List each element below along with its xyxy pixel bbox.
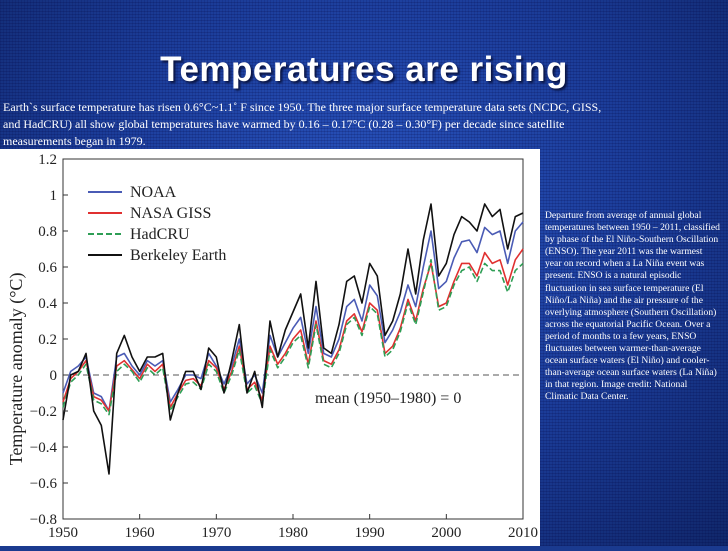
series-line-0 — [62, 221, 524, 412]
y-tick-label: 0 — [50, 368, 58, 384]
intro-text: Earth`s surface temperature has risen 0.… — [3, 100, 602, 148]
x-tick-label: 1950 — [48, 525, 78, 541]
ticks-layer: 1950 1960 1970 1980 1990 2000 2010 −0.8 −0.6 −0.4… — [30, 152, 538, 541]
temperature-chart: 1950 1960 1970 1980 1990 2000 2010 −0.8 −0.6 −0.4… — [0, 149, 540, 546]
y-tick-label: −0.8 — [30, 512, 57, 528]
x-tick-label: 1980 — [278, 525, 308, 541]
legend-label: Berkeley Earth — [130, 247, 226, 264]
chart-caption: Departure from average of annual global … — [545, 210, 720, 403]
legend: NOAA NASA GISS HadCRU Berkeley Earth — [88, 184, 226, 264]
legend-label: NASA GISS — [130, 205, 211, 222]
y-tick-label: 1.2 — [38, 152, 57, 168]
y-tick-label: 0.2 — [38, 332, 57, 348]
x-tick-label: 1960 — [125, 525, 155, 541]
x-tick-label: 1970 — [201, 525, 231, 541]
series-layer — [62, 203, 524, 475]
x-tick-label: 2010 — [508, 525, 538, 541]
x-tick-label: 2000 — [431, 525, 461, 541]
series-line-3 — [62, 203, 524, 475]
y-tick-label: 0.8 — [38, 224, 57, 240]
y-tick-label: −0.2 — [30, 404, 57, 420]
chart-svg: 1950 1960 1970 1980 1990 2000 2010 −0.8 −0.6 −0.4… — [6, 152, 538, 541]
y-tick-label: −0.6 — [30, 476, 58, 492]
x-tick-label: 1990 — [355, 525, 385, 541]
y-tick-label: 0.4 — [38, 296, 57, 312]
y-axis-label: Temperature anomaly (°C) — [6, 273, 27, 466]
baseline-label: mean (1950–1980) = 0 — [315, 390, 461, 407]
y-tick-label: −0.4 — [30, 440, 58, 456]
series-line-1 — [62, 248, 524, 412]
legend-label: HadCRU — [130, 226, 190, 243]
y-tick-label: 1 — [50, 188, 58, 204]
legend-label: NOAA — [130, 184, 177, 201]
slide-title: Temperatures are rising — [160, 50, 568, 89]
y-tick-label: 0.6 — [38, 260, 57, 276]
